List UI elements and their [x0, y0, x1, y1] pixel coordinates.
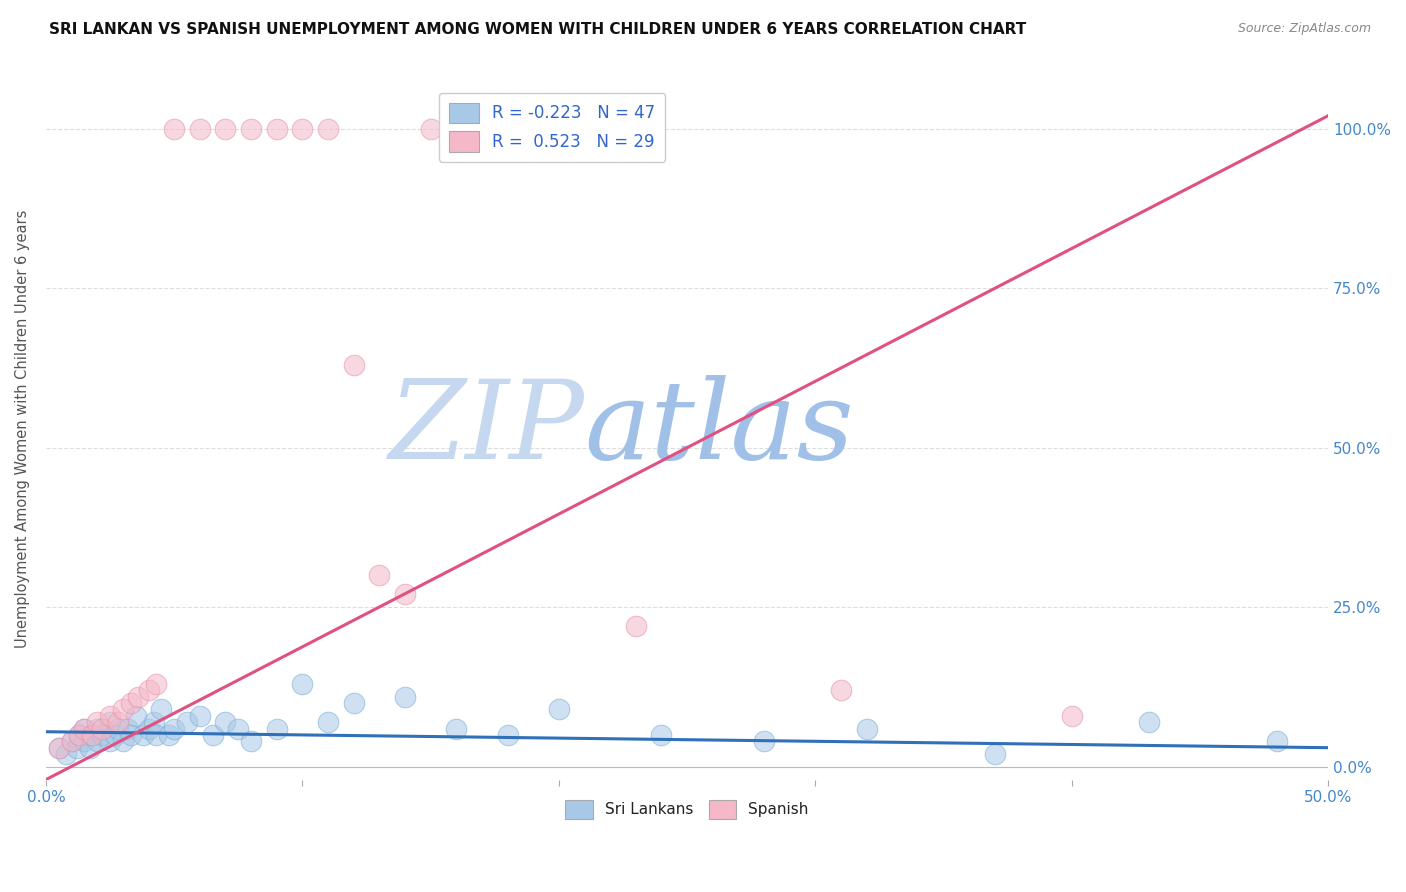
Point: [86, 715, 108, 730]
Point: [91, 722, 114, 736]
Point: [120, 696, 142, 710]
Point: [830, 683, 852, 698]
Point: [316, 715, 339, 730]
Point: [150, 702, 173, 716]
Point: [650, 728, 672, 742]
Point: [343, 358, 366, 372]
Point: [66, 740, 89, 755]
Point: [48, 740, 70, 755]
Point: [82, 728, 104, 742]
Point: [1265, 734, 1288, 748]
Point: [60, 734, 83, 748]
Point: [104, 728, 127, 742]
Point: [188, 121, 211, 136]
Point: [138, 722, 160, 736]
Text: ZIP: ZIP: [388, 375, 585, 483]
Point: [67, 728, 90, 742]
Point: [107, 715, 129, 730]
Point: [163, 121, 186, 136]
Point: [266, 121, 288, 136]
Point: [98, 715, 121, 730]
Point: [111, 702, 134, 716]
Point: [201, 728, 224, 742]
Point: [117, 722, 139, 736]
Point: [188, 708, 211, 723]
Point: [343, 696, 366, 710]
Point: [316, 121, 339, 136]
Point: [394, 587, 416, 601]
Point: [67, 728, 90, 742]
Point: [107, 722, 129, 736]
Point: [1060, 708, 1083, 723]
Point: [132, 728, 155, 742]
Point: [226, 722, 249, 736]
Point: [984, 747, 1007, 761]
Point: [291, 121, 314, 136]
Point: [60, 734, 83, 748]
Point: [55, 747, 77, 761]
Point: [547, 702, 569, 716]
Point: [48, 740, 70, 755]
Text: Source: ZipAtlas.com: Source: ZipAtlas.com: [1237, 22, 1371, 36]
Point: [73, 734, 96, 748]
Point: [446, 121, 468, 136]
Legend: Sri Lankans, Spanish: Sri Lankans, Spanish: [560, 794, 815, 824]
Point: [98, 734, 121, 748]
Point: [125, 708, 148, 723]
Text: SRI LANKAN VS SPANISH UNEMPLOYMENT AMONG WOMEN WITH CHILDREN UNDER 6 YEARS CORRE: SRI LANKAN VS SPANISH UNEMPLOYMENT AMONG…: [49, 22, 1026, 37]
Point: [214, 715, 236, 730]
Point: [86, 734, 108, 748]
Text: atlas: atlas: [585, 375, 853, 483]
Point: [145, 728, 167, 742]
Point: [419, 121, 441, 136]
Point: [86, 722, 108, 736]
Point: [111, 734, 134, 748]
Point: [240, 734, 263, 748]
Point: [752, 734, 775, 748]
Point: [163, 722, 186, 736]
Point: [142, 715, 165, 730]
Point: [82, 728, 104, 742]
Point: [214, 121, 236, 136]
Point: [120, 728, 142, 742]
Point: [368, 568, 391, 582]
Point: [1137, 715, 1160, 730]
Point: [624, 619, 647, 633]
Point: [855, 722, 877, 736]
Point: [127, 690, 149, 704]
Point: [145, 677, 167, 691]
Point: [240, 121, 263, 136]
Point: [291, 677, 314, 691]
Point: [138, 683, 160, 698]
Point: [91, 728, 114, 742]
Point: [176, 715, 198, 730]
Point: [266, 722, 288, 736]
Point: [98, 708, 121, 723]
Point: [446, 722, 468, 736]
Point: [394, 690, 416, 704]
Point: [73, 722, 96, 736]
Point: [157, 728, 180, 742]
Point: [73, 722, 96, 736]
Y-axis label: Unemployment Among Women with Children Under 6 years: Unemployment Among Women with Children U…: [15, 210, 30, 648]
Point: [496, 728, 519, 742]
Point: [79, 740, 101, 755]
